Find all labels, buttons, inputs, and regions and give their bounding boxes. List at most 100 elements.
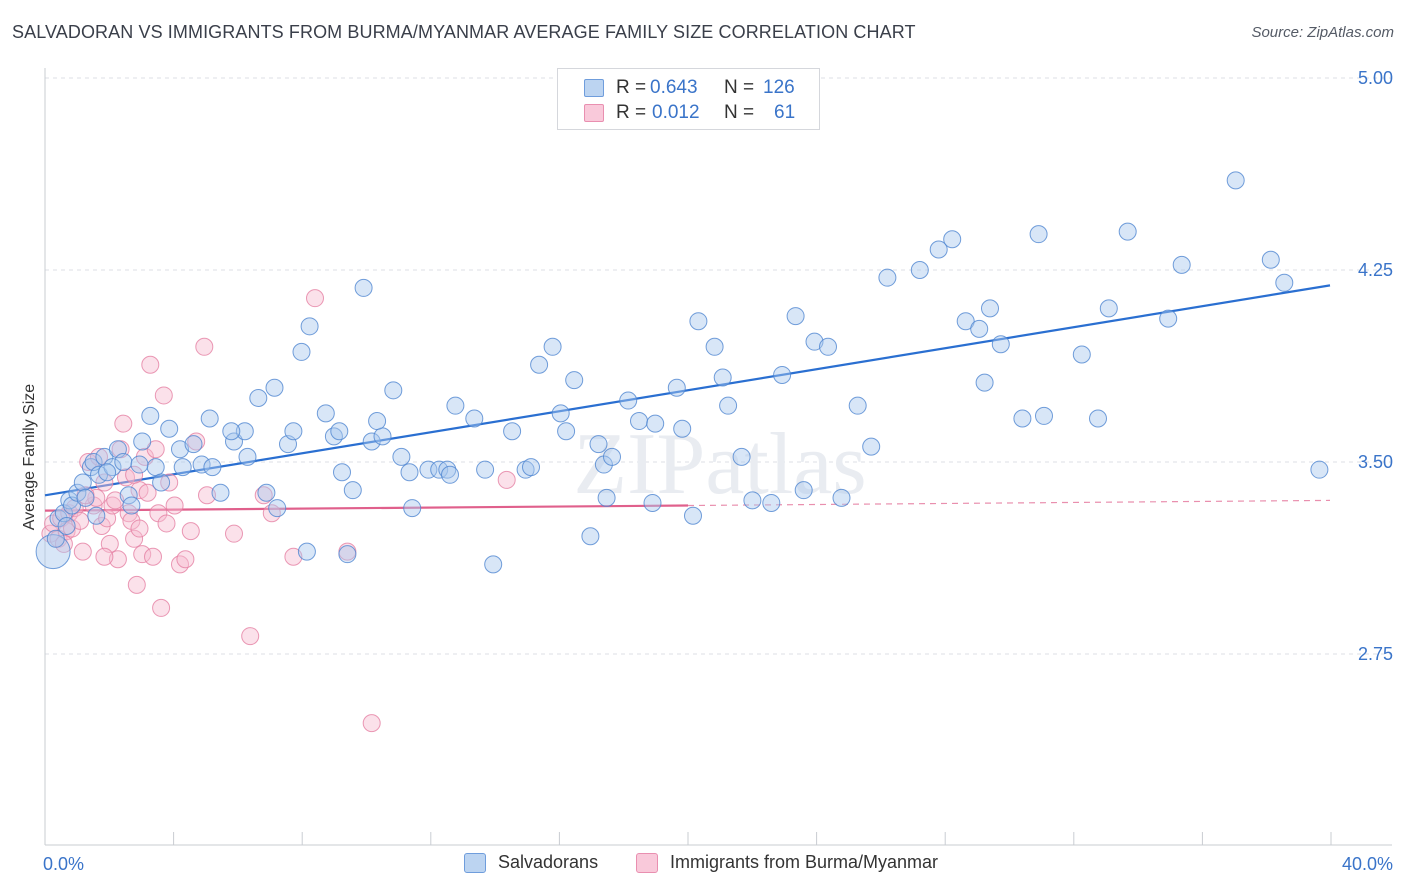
data-point-burma xyxy=(198,486,216,505)
data-point-salvadorans xyxy=(643,493,662,512)
legend-r-label: R = xyxy=(616,77,647,98)
data-point-salvadorans xyxy=(819,337,837,356)
data-point-burma xyxy=(187,432,206,451)
data-point-salvadorans xyxy=(333,463,351,482)
data-point-salvadorans xyxy=(103,458,122,477)
data-point-salvadorans xyxy=(1159,309,1178,328)
data-point-burma xyxy=(106,491,125,510)
y-axis-title: Average Family Size xyxy=(21,384,38,531)
data-point-salvadorans xyxy=(35,534,71,570)
data-point-salvadorans xyxy=(152,473,171,492)
data-point-salvadorans xyxy=(929,240,948,259)
data-point-salvadorans xyxy=(557,422,576,441)
data-point-burma xyxy=(152,598,171,617)
data-point-salvadorans xyxy=(354,278,373,297)
data-point-salvadorans xyxy=(403,499,422,518)
data-point-salvadorans xyxy=(87,506,106,525)
data-point-salvadorans xyxy=(400,463,419,482)
data-point-salvadorans xyxy=(268,499,287,518)
data-point-salvadorans xyxy=(673,419,692,438)
data-point-salvadorans xyxy=(465,409,484,428)
data-point-burma xyxy=(125,465,144,484)
data-point-salvadorans xyxy=(316,404,335,423)
data-point-salvadorans xyxy=(173,458,192,477)
y-tick-label: 4.25 xyxy=(1358,260,1393,280)
data-point-salvadorans xyxy=(805,332,824,351)
y-tick-label: 5.00 xyxy=(1358,68,1393,88)
data-point-salvadorans xyxy=(551,404,570,423)
data-point-salvadorans xyxy=(630,412,648,431)
data-point-burma xyxy=(362,714,381,733)
data-point-salvadorans xyxy=(619,391,638,410)
data-point-salvadorans xyxy=(1261,250,1280,269)
chart-title: SALVADORAN VS IMMIGRANTS FROM BURMA/MYAN… xyxy=(12,22,916,42)
x-tick-label: 0.0% xyxy=(43,854,84,874)
legend-n-value: 126 xyxy=(763,77,795,98)
data-point-burma xyxy=(154,386,173,405)
data-point-salvadorans xyxy=(249,389,268,407)
data-point-salvadorans xyxy=(684,506,702,525)
gridlines xyxy=(45,77,1392,655)
data-point-salvadorans xyxy=(956,312,975,331)
data-point-salvadorans xyxy=(73,473,92,492)
data-point-burma xyxy=(262,504,281,523)
data-point-burma xyxy=(133,545,152,564)
data-point-salvadorans xyxy=(76,488,95,507)
data-point-salvadorans xyxy=(848,396,867,415)
data-point-salvadorans xyxy=(589,435,608,454)
data-point-salvadorans xyxy=(192,455,211,474)
data-point-salvadorans xyxy=(476,460,495,479)
data-point-salvadorans xyxy=(300,317,319,336)
data-point-salvadorans xyxy=(773,365,792,384)
trend-lines xyxy=(44,284,1331,512)
data-point-salvadorans xyxy=(130,455,149,474)
data-point-salvadorans xyxy=(646,414,665,433)
data-point-salvadorans xyxy=(114,453,133,471)
data-point-salvadorans xyxy=(970,319,989,338)
legend-n-label: N = xyxy=(724,77,755,98)
data-point-salvadorans xyxy=(689,312,708,331)
data-point-salvadorans xyxy=(343,481,362,500)
data-point-burma xyxy=(176,550,195,569)
data-point-burma xyxy=(114,414,133,433)
data-point-salvadorans xyxy=(1275,273,1294,292)
data-point-salvadorans xyxy=(338,545,357,564)
data-point-salvadorans xyxy=(743,491,762,510)
data-point-salvadorans xyxy=(203,458,222,477)
data-point-salvadorans xyxy=(292,342,311,361)
series-salvadorans-points xyxy=(35,171,1329,574)
data-point-salvadorans xyxy=(438,460,457,479)
data-point-salvadorans xyxy=(1089,409,1107,428)
trend-line-burma-extension xyxy=(687,499,1331,507)
data-point-salvadorans xyxy=(719,396,738,415)
data-point-salvadorans xyxy=(762,493,781,512)
data-point-salvadorans xyxy=(373,427,392,446)
data-point-salvadorans xyxy=(46,529,65,548)
data-point-salvadorans xyxy=(392,447,411,466)
legend-r-value: 0.012 xyxy=(652,102,700,123)
watermark: ZIPatlas xyxy=(573,416,866,513)
data-point-burma xyxy=(165,496,184,515)
data-point-burma xyxy=(195,337,214,356)
data-point-salvadorans xyxy=(943,230,962,249)
data-point-salvadorans xyxy=(324,427,343,446)
data-point-burma xyxy=(141,355,160,374)
data-point-burma xyxy=(181,522,200,541)
x-tick-label: 40.0% xyxy=(1342,854,1393,874)
data-point-burma xyxy=(130,519,149,538)
data-point-salvadorans xyxy=(1310,460,1329,479)
data-point-salvadorans xyxy=(794,481,813,500)
data-point-salvadorans xyxy=(265,378,284,397)
data-point-salvadorans xyxy=(330,422,349,441)
data-point-salvadorans xyxy=(786,307,805,326)
data-point-burma xyxy=(73,542,92,561)
legend-swatch-blue xyxy=(584,79,604,97)
data-point-salvadorans xyxy=(171,440,189,459)
legend-n-label: N = xyxy=(724,102,755,123)
data-point-salvadorans xyxy=(184,435,203,454)
legend-r-label: R = xyxy=(616,102,647,123)
data-point-salvadorans xyxy=(446,396,465,415)
data-point-burma xyxy=(146,440,165,459)
data-point-burma xyxy=(87,488,106,507)
data-point-salvadorans xyxy=(384,381,403,400)
